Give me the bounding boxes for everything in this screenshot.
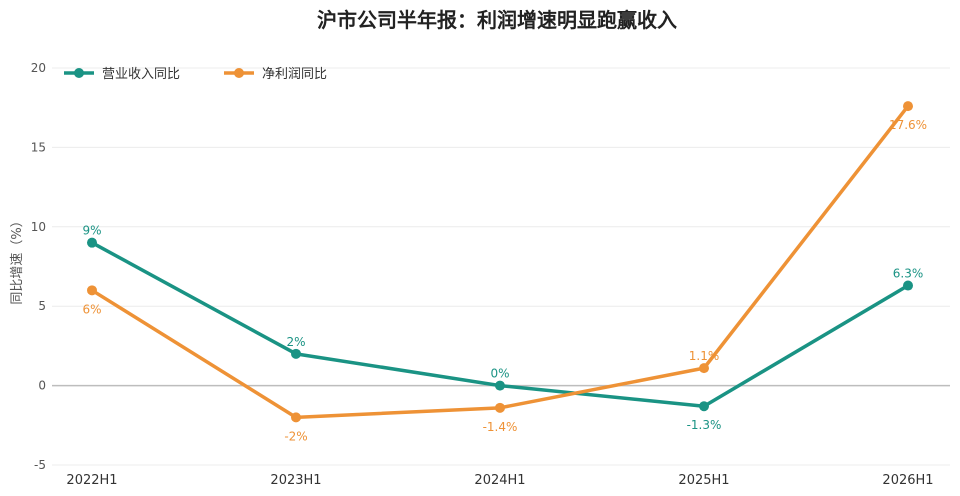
data-label: 1.1% (689, 349, 720, 363)
data-label: 9% (82, 224, 101, 238)
series-layer (87, 101, 913, 423)
x-tick-label: 2026H1 (882, 473, 933, 488)
y-tick-label: -5 (34, 458, 46, 472)
data-point (291, 412, 301, 423)
legend-marker-2 (234, 68, 244, 78)
y-axis-title: 同比增速（%） (10, 214, 25, 304)
chart-title: 沪市公司半年报：利润增速明显跑赢收入 (317, 8, 677, 32)
x-tick-label: 2022H1 (66, 473, 117, 488)
y-tick-label: 15 (31, 140, 46, 154)
data-point (903, 101, 913, 112)
y-tick-label: 5 (38, 299, 46, 313)
x-tick-label: 2024H1 (474, 473, 525, 488)
data-point (291, 348, 301, 359)
data-label: -2% (284, 429, 307, 443)
data-label: -1.3% (687, 418, 722, 432)
legend-label-1: 营业收入同比 (102, 67, 180, 82)
data-label: 6% (82, 302, 101, 316)
data-label: 2% (286, 335, 305, 349)
legend-label-2: 净利润同比 (262, 67, 327, 82)
label-layer: 9% 2% 0% -1.3% 6.3% 6% -2% -1.4% 1.1% 17.6% (82, 118, 927, 443)
y-tick-label: 10 (31, 220, 46, 234)
y-tick-label: 0 (38, 379, 46, 393)
x-tick-label: 2025H1 (678, 473, 729, 488)
data-point (495, 380, 505, 391)
data-point (903, 280, 913, 291)
legend: 营业收入同比 净利润同比 (64, 67, 327, 82)
grid-layer (52, 67, 950, 466)
data-point (495, 402, 505, 413)
data-label: 17.6% (889, 118, 927, 132)
y-tick-label: 20 (31, 61, 46, 75)
axis-layer: -5 0 5 10 15 20 2022H1 2023H1 2024H1 2025H1 2026H1… (10, 61, 934, 488)
x-tick-label: 2023H1 (270, 473, 321, 488)
data-point (87, 237, 97, 248)
data-label: 6.3% (893, 267, 924, 281)
legend-marker-1 (74, 68, 84, 78)
data-point (87, 285, 97, 296)
data-point (699, 401, 709, 412)
data-point (699, 363, 709, 374)
data-label: 0% (490, 367, 509, 381)
data-label: -1.4% (483, 420, 518, 434)
